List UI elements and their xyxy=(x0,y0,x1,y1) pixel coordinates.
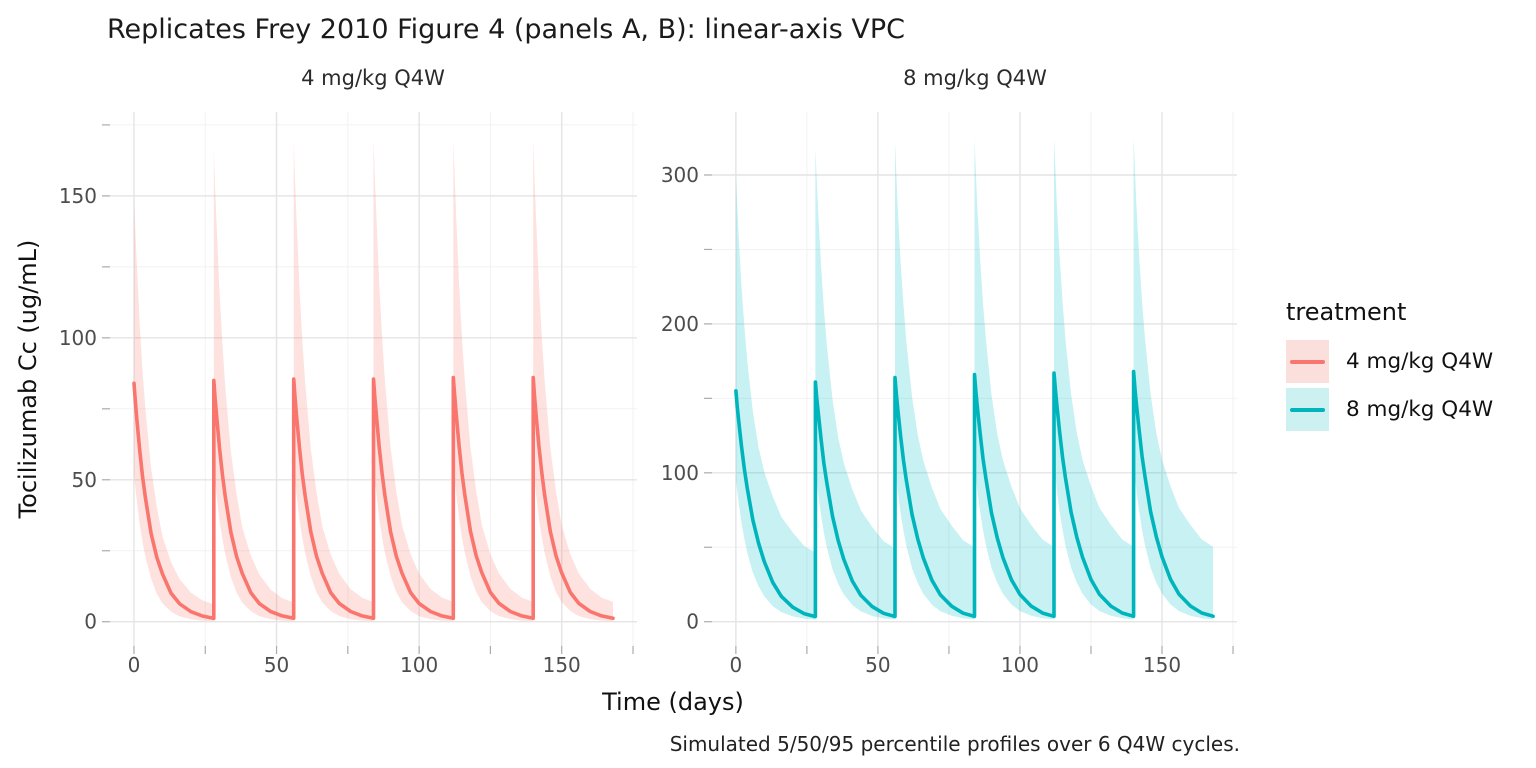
panel-4mg: 0 50 100 150 0 50 100 150 xyxy=(59,112,637,677)
legend-swatch-8mg-icon xyxy=(1286,388,1329,431)
y-tick-label: 50 xyxy=(72,468,97,492)
median-line-4mg xyxy=(132,375,615,621)
y-tick-label: 0 xyxy=(686,610,699,634)
legend-item-8mg: 8 mg/kg Q4W xyxy=(1286,388,1493,431)
legend-keyline-4mg-icon xyxy=(1290,359,1325,364)
x-axis-title: Time (days) xyxy=(602,688,744,716)
y-tick-label: 200 xyxy=(661,312,699,336)
y-tick-label: 100 xyxy=(661,461,699,485)
facet-label-8mg: 8 mg/kg Q4W xyxy=(903,66,1047,90)
legend-swatch-4mg-icon xyxy=(1286,340,1329,383)
legend-label-4mg: 4 mg/kg Q4W xyxy=(1346,349,1494,374)
panel-8mg: 0 50 100 150 0 100 200 300 xyxy=(661,112,1237,677)
x-tick-label: 0 xyxy=(128,653,141,677)
figure-title: Replicates Frey 2010 Figure 4 (panels A,… xyxy=(107,14,905,45)
legend: treatment 4 mg/kg Q4W 8 mg/kg Q4W xyxy=(1286,298,1493,436)
legend-keyline-8mg-icon xyxy=(1290,407,1325,412)
x-tick-label: 100 xyxy=(400,653,438,677)
legend-label-8mg: 8 mg/kg Q4W xyxy=(1346,397,1494,422)
y-tick-label: 150 xyxy=(59,184,97,208)
median-line-8mg xyxy=(734,369,1215,619)
x-tick-label: 150 xyxy=(1143,653,1181,677)
y-axis-title: Tocilizumab Cc (ug/mL) xyxy=(14,239,42,519)
x-tick-label: 50 xyxy=(865,653,890,677)
legend-title: treatment xyxy=(1286,298,1407,326)
x-tick-label: 0 xyxy=(729,653,742,677)
x-tick-label: 100 xyxy=(1001,653,1039,677)
y-tick-label: 300 xyxy=(661,163,699,187)
x-tick-label: 50 xyxy=(264,653,289,677)
legend-item-4mg: 4 mg/kg Q4W xyxy=(1286,340,1493,383)
y-tick-label: 100 xyxy=(59,326,97,350)
y-tick-label: 0 xyxy=(84,610,97,634)
facet-label-4mg: 4 mg/kg Q4W xyxy=(301,66,445,90)
figure-caption: Simulated 5/50/95 percentile profiles ov… xyxy=(669,732,1240,756)
x-tick-label: 150 xyxy=(543,653,581,677)
